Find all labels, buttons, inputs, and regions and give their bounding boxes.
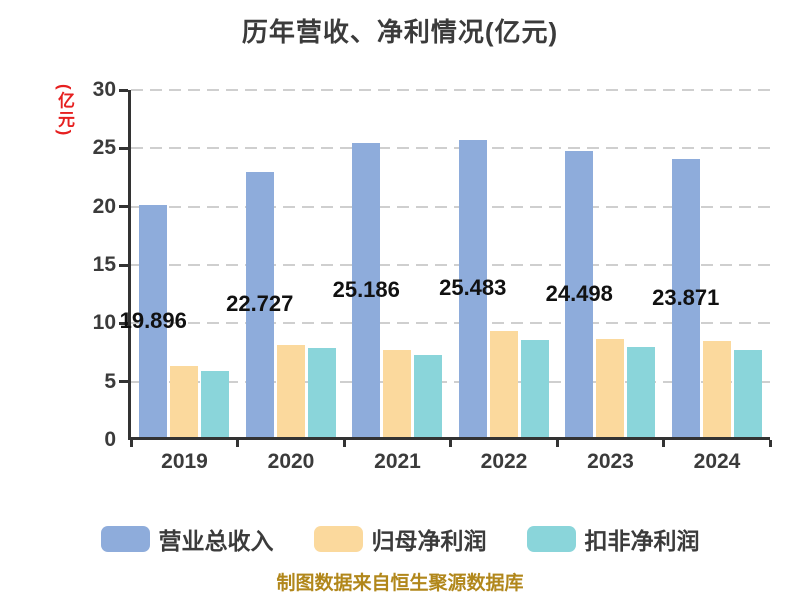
value-label-2021: 25.186: [332, 277, 400, 303]
x-tick-mark-0: [129, 440, 133, 447]
legend-label: 扣非净利润: [584, 528, 700, 554]
plot-area: 19.896 22.727 25.186 25.483 24.498 23.871: [119, 88, 772, 447]
bar-group-2019: 19.896: [120, 90, 238, 437]
bar-2023-series-1: [596, 339, 625, 437]
x-tick-label-2023: 2023: [587, 450, 634, 473]
bar-2023-series-2: [627, 347, 656, 437]
x-tick-label-2021: 2021: [374, 450, 421, 473]
y-tick-mark-15: [119, 263, 128, 267]
y-tick-label-0: 0: [104, 428, 116, 451]
chart-title: 历年营收、净利情况(亿元): [241, 17, 559, 47]
x-tick-mark-5: [662, 440, 665, 447]
gridline-20: [131, 205, 770, 208]
y-tick-mark-10: [119, 321, 128, 325]
bar-2020-series-2: [307, 347, 336, 437]
y-tick-label-5: 5: [104, 369, 116, 393]
bar-2022-series-2: [520, 340, 549, 437]
value-label-2022: 25.483: [439, 275, 507, 301]
y-tick-mark-5: [119, 380, 128, 384]
data-source-footer: 制图数据来自恒生聚源数据库: [276, 573, 524, 594]
x-tick-mark-2: [342, 440, 346, 447]
bar-2019-series-1: [170, 365, 199, 437]
y-tick-label-25: 25: [92, 136, 116, 160]
legend-swatch-icon: [526, 526, 576, 552]
gridline-5: [131, 380, 770, 383]
y-tick-mark-30: [119, 88, 128, 92]
value-label-2024: 23.871: [652, 284, 720, 310]
bar-2019-series-2: [201, 370, 230, 437]
bar-2022-series-0: 25.483: [439, 139, 506, 437]
bar-2021-series-2: [414, 355, 443, 437]
gridline-30: [131, 89, 770, 91]
legend-swatch-icon: [100, 526, 150, 552]
y-tick-label-10: 10: [92, 311, 116, 335]
bar-2021-series-0: 25.186: [333, 143, 400, 437]
x-tick-mark-4: [555, 440, 559, 447]
gridline-10: [131, 322, 770, 325]
y-tick-mark-25: [119, 146, 128, 150]
y-tick-label-30: 30: [92, 78, 116, 101]
legend-item-扣非净利润[interactable]: 扣非净利润: [526, 522, 700, 556]
bar-2024-series-0: 23.871: [652, 158, 719, 437]
legend-swatch-icon: [313, 526, 363, 552]
legend-label: 归母净利润: [371, 528, 487, 554]
bar-group-2021: 25.186: [333, 90, 451, 437]
legend-item-营业总收入[interactable]: 营业总收入: [100, 522, 274, 556]
x-tick-mark-6: [768, 440, 772, 447]
chart-legend: 营业总收入 归母净利润 扣非净利润: [0, 522, 800, 556]
value-label-2023: 24.498: [545, 281, 613, 307]
x-tick-label-2024: 2024: [693, 450, 741, 473]
value-label-2019: 19.896: [119, 307, 187, 333]
bar-2022-series-1: [489, 331, 518, 437]
bar-2019-series-0: 19.896: [120, 204, 187, 437]
legend-item-归母净利润[interactable]: 归母净利润: [313, 522, 487, 556]
bar-2020-series-0: 22.727: [226, 171, 293, 437]
bar-group-2024: 23.871: [652, 90, 771, 437]
gridline-15: [131, 264, 770, 266]
x-tick-label-2022: 2022: [480, 450, 528, 473]
y-tick-mark-20: [119, 205, 128, 209]
y-tick-label-20: 20: [92, 194, 116, 218]
bar-2024-series-2: [733, 350, 762, 437]
bar-2023-series-0: 24.498: [546, 151, 613, 437]
bar-groups: 19.896 22.727 25.186 25.483 24.498 23.871: [120, 90, 771, 437]
y-axis-unit-label: (亿元): [55, 84, 74, 138]
gridline-25: [131, 147, 770, 150]
bar-2020-series-1: [276, 345, 305, 437]
x-tick-label-2020: 2020: [267, 450, 315, 473]
bar-2021-series-1: [383, 349, 412, 437]
bar-group-2023: 24.498: [546, 90, 664, 437]
y-tick-label-15: 15: [92, 253, 116, 276]
x-tick-label-2019: 2019: [161, 450, 208, 473]
legend-label: 营业总收入: [158, 528, 274, 554]
x-tick-mark-1: [236, 440, 239, 447]
bar-group-2022: 25.483: [439, 90, 558, 437]
value-label-2020: 22.727: [226, 291, 294, 317]
bar-group-2020: 22.727: [226, 90, 345, 437]
bar-2024-series-1: [702, 341, 731, 437]
x-tick-mark-3: [449, 440, 452, 447]
